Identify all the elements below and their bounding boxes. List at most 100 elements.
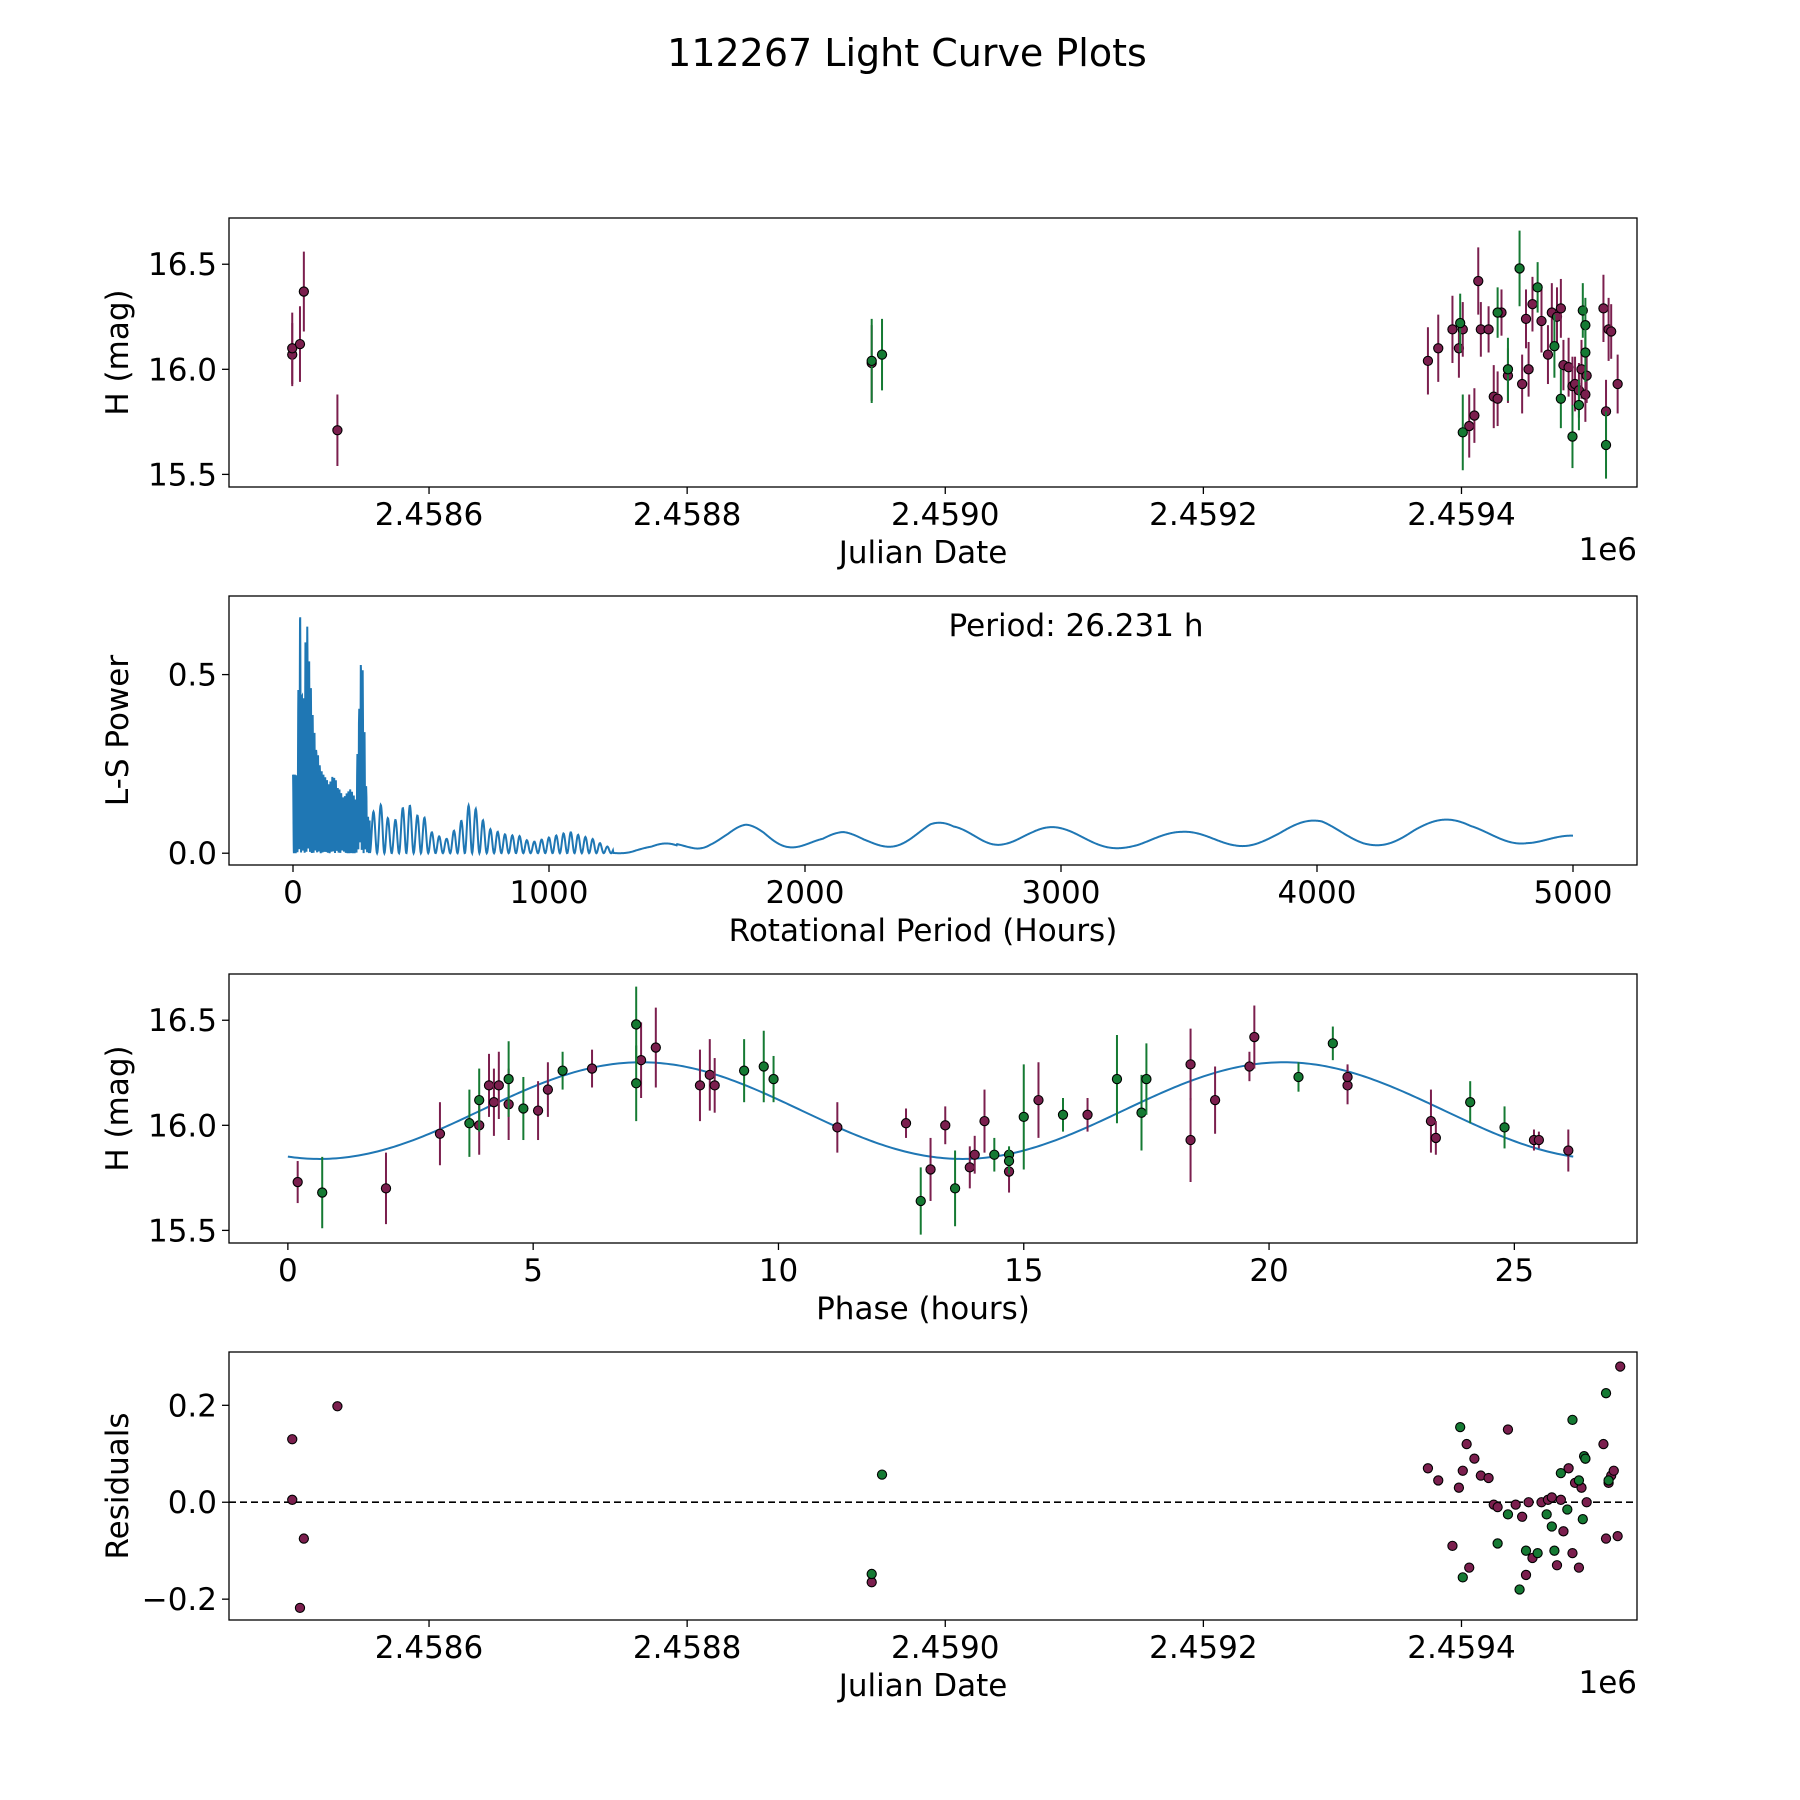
data-point bbox=[1033, 1094, 1044, 1106]
data-point bbox=[1430, 1132, 1442, 1144]
data-point bbox=[1057, 1109, 1069, 1120]
data-point bbox=[1600, 439, 1612, 451]
data-point bbox=[434, 1128, 446, 1139]
data-point bbox=[631, 1078, 642, 1089]
data-point bbox=[1244, 1061, 1255, 1072]
series-band-a bbox=[287, 247, 1623, 466]
data-point bbox=[1185, 1134, 1196, 1146]
data-point bbox=[1433, 343, 1444, 354]
data-point bbox=[1249, 1031, 1260, 1043]
y-tick-label: 0.0 bbox=[168, 1485, 217, 1521]
data-point bbox=[1558, 1526, 1569, 1537]
data-point bbox=[292, 1176, 303, 1188]
data-point bbox=[1615, 1361, 1626, 1372]
data-point bbox=[964, 1162, 975, 1173]
data-point bbox=[1542, 349, 1554, 360]
y-tick-label: 16.5 bbox=[148, 247, 217, 283]
data-point bbox=[332, 1401, 343, 1412]
period-annotation: Period: 26.231 h bbox=[949, 608, 1204, 644]
data-point bbox=[1580, 1453, 1591, 1464]
x-tick-label: 0 bbox=[283, 875, 303, 911]
data-point bbox=[1549, 341, 1560, 352]
y-tick-label: 0.5 bbox=[168, 658, 217, 694]
data-point bbox=[380, 1183, 392, 1194]
data-point bbox=[542, 1084, 554, 1095]
data-point bbox=[1523, 1497, 1534, 1508]
data-point bbox=[866, 355, 877, 367]
x-tick-label: 2.4590 bbox=[891, 497, 999, 533]
data-point bbox=[768, 1073, 779, 1085]
data-point bbox=[635, 1055, 647, 1066]
x-axis-label: Phase (hours) bbox=[816, 1291, 1030, 1327]
data-point bbox=[294, 1602, 306, 1614]
data-point bbox=[876, 349, 888, 360]
series-band-a bbox=[287, 1361, 1626, 1614]
data-point bbox=[915, 1195, 926, 1207]
data-point bbox=[1209, 1094, 1221, 1106]
data-point bbox=[650, 1042, 661, 1053]
data-point bbox=[949, 1183, 961, 1194]
data-point bbox=[1492, 1538, 1503, 1549]
data-point bbox=[925, 1164, 936, 1175]
data-point bbox=[1598, 1438, 1609, 1450]
data-point bbox=[1111, 1073, 1123, 1085]
data-point bbox=[1425, 1115, 1437, 1127]
data-point bbox=[1502, 1509, 1514, 1520]
data-point bbox=[1516, 1511, 1528, 1522]
panel-raw: 2.4586 2.4588 2.4590 2.4592 2.4594 15.5 16.0 16… bbox=[100, 217, 1638, 571]
y-tick-label: −0.2 bbox=[142, 1582, 217, 1618]
data-point bbox=[287, 343, 298, 354]
data-point bbox=[1612, 1531, 1623, 1542]
x-tick-label: 25 bbox=[1495, 1253, 1534, 1289]
y-tick-label: 15.5 bbox=[148, 1213, 217, 1249]
x-tick-label: 2.4592 bbox=[1149, 497, 1257, 533]
data-point bbox=[1546, 1492, 1557, 1503]
data-point bbox=[1457, 1572, 1468, 1583]
data-point bbox=[1567, 431, 1578, 442]
data-point bbox=[832, 1122, 843, 1133]
series-band-b bbox=[866, 230, 1612, 479]
data-point bbox=[1447, 1540, 1458, 1552]
data-point bbox=[1563, 1463, 1574, 1474]
data-point bbox=[1573, 1475, 1585, 1486]
axes-frame bbox=[228, 973, 1638, 1244]
x-tick-label: 15 bbox=[1004, 1253, 1043, 1289]
data-point bbox=[532, 1105, 544, 1116]
data-point bbox=[294, 338, 306, 350]
data-point bbox=[1520, 1545, 1532, 1556]
data-point bbox=[1469, 1453, 1480, 1464]
data-point bbox=[1536, 315, 1547, 327]
x-tick-label: 2.4586 bbox=[375, 1630, 483, 1666]
data-point bbox=[1465, 1097, 1476, 1108]
y-axis-label: Residuals bbox=[100, 1412, 136, 1559]
data-point bbox=[1520, 1569, 1532, 1581]
plot-area bbox=[292, 617, 1574, 857]
y-tick-label: 16.0 bbox=[148, 352, 217, 388]
data-point bbox=[758, 1061, 769, 1072]
data-point bbox=[940, 1120, 951, 1131]
data-point bbox=[1141, 1073, 1152, 1085]
data-point bbox=[1514, 1584, 1525, 1595]
x-offset-label: 1e6 bbox=[1578, 1665, 1637, 1701]
data-point bbox=[317, 1187, 328, 1198]
y-tick-label: 16.5 bbox=[148, 1003, 217, 1039]
data-point bbox=[1567, 1547, 1578, 1559]
series-band-b bbox=[317, 986, 1510, 1235]
data-point bbox=[1018, 1111, 1029, 1123]
x-axis-label: Julian Date bbox=[837, 1668, 1008, 1704]
data-point bbox=[1580, 389, 1591, 400]
data-point bbox=[1581, 370, 1592, 381]
data-point bbox=[586, 1063, 598, 1074]
x-axis-label: Julian Date bbox=[837, 535, 1008, 571]
data-point bbox=[1502, 1424, 1514, 1435]
data-point bbox=[900, 1118, 912, 1129]
x-tick-label: 2.4588 bbox=[633, 1630, 741, 1666]
y-tick-label: 15.5 bbox=[148, 457, 217, 493]
axes-frame bbox=[228, 1351, 1638, 1621]
data-point bbox=[1483, 1472, 1494, 1484]
data-point bbox=[866, 1568, 877, 1580]
data-point bbox=[287, 1494, 298, 1505]
data-point bbox=[1573, 399, 1585, 411]
data-point bbox=[1447, 324, 1458, 335]
